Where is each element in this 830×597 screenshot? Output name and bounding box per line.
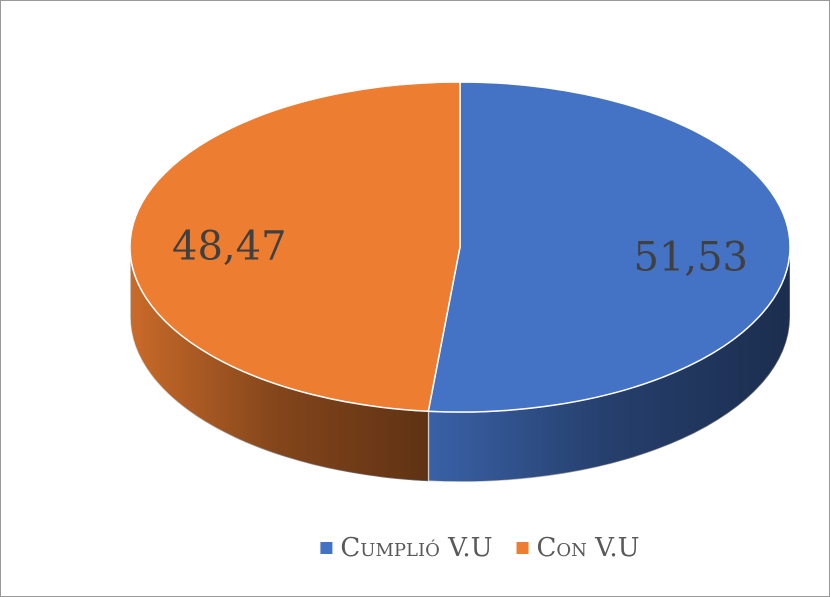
slice — [129, 81, 461, 413]
slice-side-shade — [428, 247, 790, 482]
data-label: 48,47 — [172, 223, 287, 269]
legend-label: Cumplió V.U — [340, 533, 492, 563]
data-label: 51,53 — [633, 235, 748, 281]
slice — [427, 81, 791, 413]
legend-swatch — [516, 542, 529, 554]
legend-swatch — [320, 542, 333, 554]
slice-side-shade — [130, 247, 429, 482]
legend-label: Con V.U — [537, 533, 640, 563]
